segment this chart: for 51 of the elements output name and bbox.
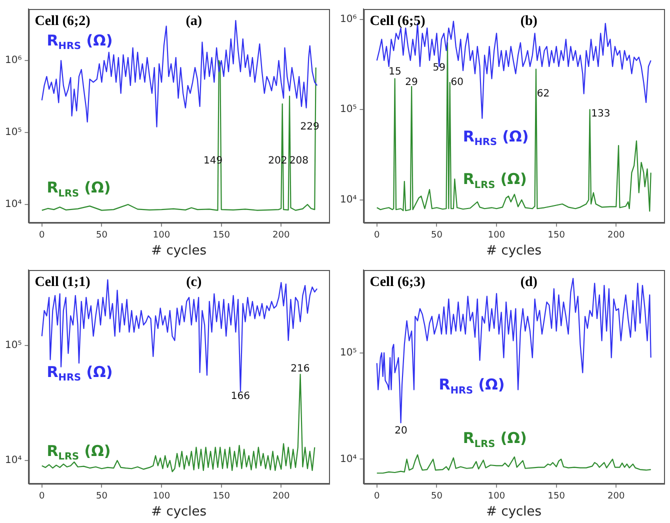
annotation: 29 xyxy=(405,77,418,88)
chart-subtitle: (c) xyxy=(186,275,202,290)
chart-title: Cell (6;3) xyxy=(370,275,426,290)
annotation: 216 xyxy=(290,364,310,375)
x-tick-label: 50 xyxy=(96,491,108,502)
y-tick-label: 10⁴ xyxy=(5,455,22,466)
y-tick-label: 10⁴ xyxy=(340,454,357,465)
y-tick-label: 10⁶ xyxy=(340,14,357,25)
x-tick-label: 100 xyxy=(152,491,170,502)
y-tick-label: 10⁶ xyxy=(5,55,22,66)
y-tick-label: 10⁵ xyxy=(340,347,357,358)
annotation: 20 xyxy=(394,425,408,436)
x-tick-label: 100 xyxy=(488,491,506,502)
annotation: 15 xyxy=(388,66,402,78)
chart-subtitle: (d) xyxy=(520,275,538,290)
x-tick-label: 200 xyxy=(272,491,290,502)
y-tick-label: 10⁵ xyxy=(5,127,22,138)
y-tick-label: 10⁴ xyxy=(5,199,22,210)
chart-subtitle: (b) xyxy=(520,14,538,29)
x-tick-label: 0 xyxy=(374,230,380,240)
annotation: 166 xyxy=(230,391,250,402)
x-tick-label: 200 xyxy=(608,491,626,502)
x-tick-label: 150 xyxy=(212,230,230,240)
x-tick-label: 50 xyxy=(96,230,108,240)
x-axis-title: # cycles xyxy=(486,244,542,259)
x-tick-label: 200 xyxy=(608,230,626,240)
x-tick-label: 100 xyxy=(488,230,506,240)
y-tick-label: 10⁵ xyxy=(340,104,357,116)
x-tick-label: 150 xyxy=(548,491,566,502)
x-tick-label: 200 xyxy=(272,230,290,240)
annotation: 62 xyxy=(536,88,550,100)
x-tick-label: 100 xyxy=(152,230,170,240)
chart-title: Cell (6;5) xyxy=(370,14,426,29)
annotation: 60 xyxy=(450,77,464,88)
x-tick-label: 0 xyxy=(374,491,380,502)
x-axis-title: # cycles xyxy=(151,504,207,520)
x-tick-label: 50 xyxy=(430,491,443,502)
annotation: 133 xyxy=(591,108,610,120)
y-tick-label: 10⁴ xyxy=(340,194,357,206)
x-tick-label: 150 xyxy=(212,491,230,502)
x-tick-label: 50 xyxy=(430,230,443,240)
x-axis-title: # cycles xyxy=(151,244,207,259)
chart-subtitle: (a) xyxy=(186,14,202,29)
x-tick-label: 0 xyxy=(39,491,46,502)
chart-title: Cell (1;1) xyxy=(34,275,91,290)
y-tick-label: 10⁵ xyxy=(5,340,22,351)
x-tick-label: 150 xyxy=(548,230,566,240)
x-axis-title: # cycles xyxy=(486,504,542,520)
chart-title: Cell (6;2) xyxy=(34,14,91,29)
x-tick-label: 0 xyxy=(39,230,46,240)
annotation: 59 xyxy=(432,62,446,74)
